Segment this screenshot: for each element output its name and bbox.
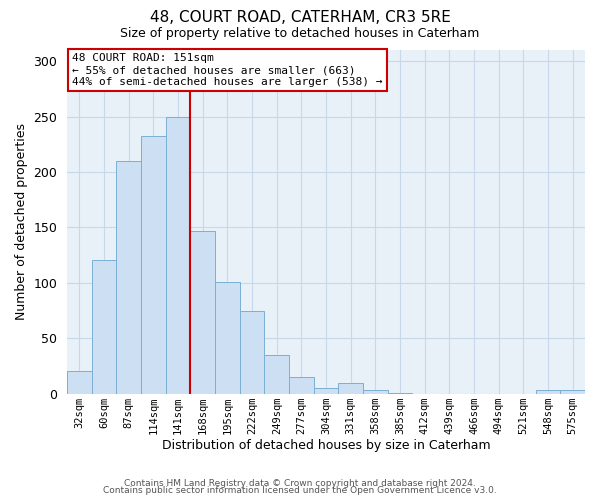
Text: Size of property relative to detached houses in Caterham: Size of property relative to detached ho… <box>121 28 479 40</box>
Bar <box>363 390 388 394</box>
Y-axis label: Number of detached properties: Number of detached properties <box>15 124 28 320</box>
Bar <box>166 116 190 394</box>
Bar <box>338 382 363 394</box>
Bar <box>141 136 166 394</box>
Bar <box>314 388 338 394</box>
Text: 48 COURT ROAD: 151sqm
← 55% of detached houses are smaller (663)
44% of semi-det: 48 COURT ROAD: 151sqm ← 55% of detached … <box>73 54 383 86</box>
Bar <box>289 377 314 394</box>
Text: 48, COURT ROAD, CATERHAM, CR3 5RE: 48, COURT ROAD, CATERHAM, CR3 5RE <box>149 10 451 25</box>
Bar <box>116 161 141 394</box>
Text: Contains HM Land Registry data © Crown copyright and database right 2024.: Contains HM Land Registry data © Crown c… <box>124 478 476 488</box>
Bar <box>92 260 116 394</box>
Text: Contains public sector information licensed under the Open Government Licence v3: Contains public sector information licen… <box>103 486 497 495</box>
Bar <box>67 372 92 394</box>
Bar <box>560 390 585 394</box>
Bar <box>536 390 560 394</box>
Bar <box>215 282 240 394</box>
X-axis label: Distribution of detached houses by size in Caterham: Distribution of detached houses by size … <box>162 440 490 452</box>
Bar <box>190 230 215 394</box>
Bar <box>265 355 289 394</box>
Bar <box>388 392 412 394</box>
Bar <box>240 310 265 394</box>
